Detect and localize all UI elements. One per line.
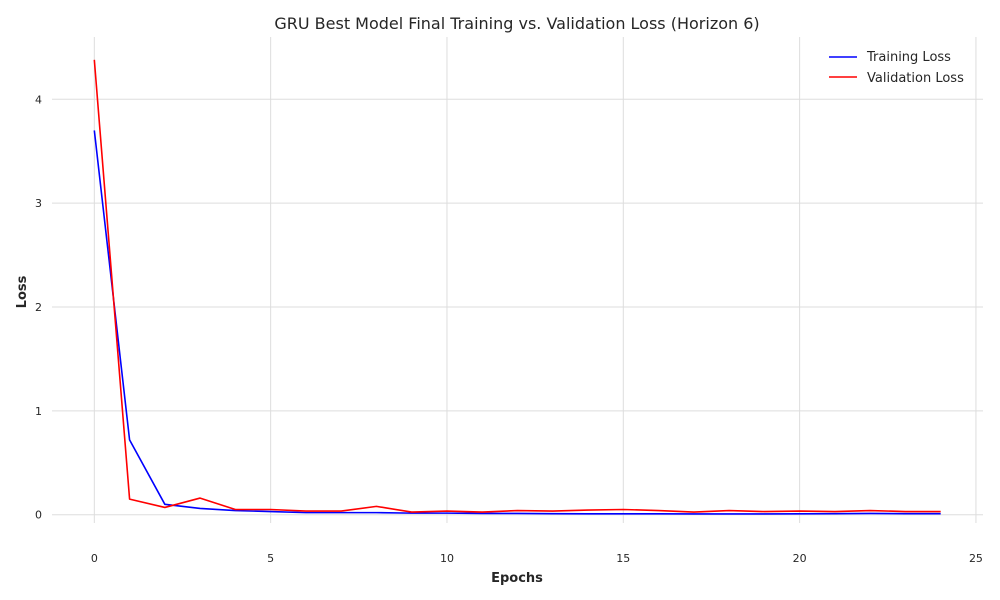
x-axis-label: Epochs: [491, 571, 543, 586]
x-tick-label: 5: [267, 552, 274, 565]
y-tick-label: 3: [35, 197, 42, 210]
legend-label-training: Training Loss: [866, 50, 951, 65]
chart-title: GRU Best Model Final Training vs. Valida…: [274, 14, 759, 33]
validation-loss-line: [93, 59, 941, 513]
x-tick-label: 20: [793, 552, 807, 565]
tick-labels: 0 5 10 15 20 25 0 1 2 3 4: [35, 93, 983, 565]
x-tick-label: 15: [616, 552, 630, 565]
y-tick-label: 0: [35, 509, 42, 522]
legend: Training Loss Validation Loss: [829, 50, 964, 86]
x-tick-label: 0: [91, 552, 98, 565]
legend-label-validation: Validation Loss: [867, 71, 964, 86]
y-tick-label: 4: [35, 93, 42, 106]
grid: [52, 37, 983, 523]
x-tick-label: 25: [969, 552, 983, 565]
training-loss-line: [93, 130, 941, 515]
x-tick-label: 10: [440, 552, 454, 565]
series-lines: [93, 59, 941, 515]
y-tick-label: 2: [35, 301, 42, 314]
y-tick-label: 1: [35, 405, 42, 418]
y-axis-label: Loss: [15, 275, 30, 308]
